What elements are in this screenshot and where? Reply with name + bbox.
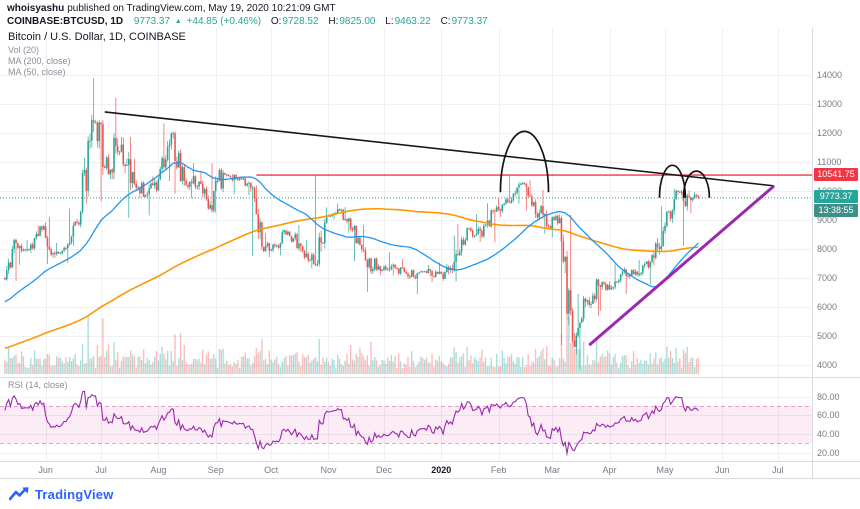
time-axis-label: Jul (772, 465, 784, 475)
time-axis-label: Mar (544, 465, 560, 475)
rsi-legend[interactable]: RSI (14, close) (8, 380, 68, 390)
legend-ma50-indicator[interactable]: MA (50, close) (8, 67, 66, 77)
time-axis-label: 2020 (431, 465, 452, 475)
price-axis-label: 11000 (817, 156, 842, 167)
time-axis-label: Aug (150, 465, 167, 475)
last-price-label: 9773.37 (814, 190, 858, 204)
legend-ma200-indicator[interactable]: MA (200, close) (8, 56, 71, 66)
time-axis-label: Jun (38, 465, 53, 475)
tradingview-logo-icon[interactable] (9, 487, 29, 501)
time-axis-label: Sep (207, 465, 224, 475)
low-label: L: (385, 16, 394, 27)
publish-header: whoisyashu published on TradingView.com, … (0, 0, 860, 28)
open-value: 9728.52 (282, 16, 319, 27)
time-axis-label: Apr (602, 465, 617, 475)
price-axis-label: 7000 (817, 272, 838, 283)
price-axis-label: 14000 (817, 69, 843, 80)
high-label: H: (328, 16, 339, 27)
rsi-axis-label: 40.00 (817, 428, 840, 439)
price-axis-label: 13000 (817, 98, 843, 109)
time-axis[interactable]: Jun Jul Aug Sep Oct Nov Dec 2020 Feb Mar Apr May Jun… (0, 462, 860, 478)
publish-info: whoisyashu published on TradingView.com, … (7, 3, 860, 15)
rsi-axis-label: 80.00 (817, 391, 840, 402)
chart-legend: Bitcoin / U.S. Dollar, 1D, COINBASE Vol … (8, 31, 186, 78)
footer: TradingView (0, 479, 860, 509)
close-value: 9773.37 (451, 16, 488, 27)
price-axis-label: 8000 (817, 243, 838, 254)
rsi-axis-label: 20.00 (817, 447, 840, 458)
header-price-change: +44.85 (+0.46%) (186, 16, 262, 27)
time-axis-label: Nov (320, 465, 337, 475)
time-axis-label: Jul (95, 465, 107, 475)
low-value: 9463.22 (394, 16, 431, 27)
price-axis-label: 9000 (817, 214, 838, 225)
change-up-arrow-icon: ▲ (174, 18, 182, 25)
price-axis-label: 6000 (817, 301, 838, 312)
price-axis[interactable]: 10541.75 9773.37 13:38:55 14000 13000 1200… (813, 28, 860, 462)
author-link[interactable]: whoisyashu (7, 3, 65, 14)
published-note: published on TradingView.com, May 19, 20… (67, 3, 336, 14)
price-axis-label: 4000 (817, 359, 838, 370)
price-axis-label: 12000 (817, 127, 843, 138)
time-axis-label: Jun (715, 465, 730, 475)
time-axis-label: May (656, 465, 674, 475)
time-axis-label: Feb (490, 465, 507, 475)
time-axis-label: Oct (264, 465, 279, 475)
symbol-info-row: COINBASE:BTCUSD, 1D 9773.37 ▲ +44.85 (+0… (7, 16, 860, 28)
price-axis-label: 5000 (817, 330, 838, 341)
symbol-title: COINBASE:BTCUSD, 1D (7, 16, 124, 27)
rsi-axis-label: 60.00 (817, 410, 840, 421)
bar-countdown-label: 13:38:55 (814, 204, 858, 218)
brand-name[interactable]: TradingView (35, 486, 114, 502)
open-label: O: (270, 16, 282, 27)
high-value: 9825.00 (339, 16, 376, 27)
legend-symbol-title[interactable]: Bitcoin / U.S. Dollar, 1D, COINBASE (8, 31, 186, 43)
price-level-label: 10541.75 (814, 168, 858, 182)
header-last-price: 9773.37 (133, 16, 171, 27)
time-axis-label: Dec (375, 465, 392, 475)
close-label: C: (440, 16, 451, 27)
legend-volume-indicator[interactable]: Vol (20) (8, 45, 40, 55)
